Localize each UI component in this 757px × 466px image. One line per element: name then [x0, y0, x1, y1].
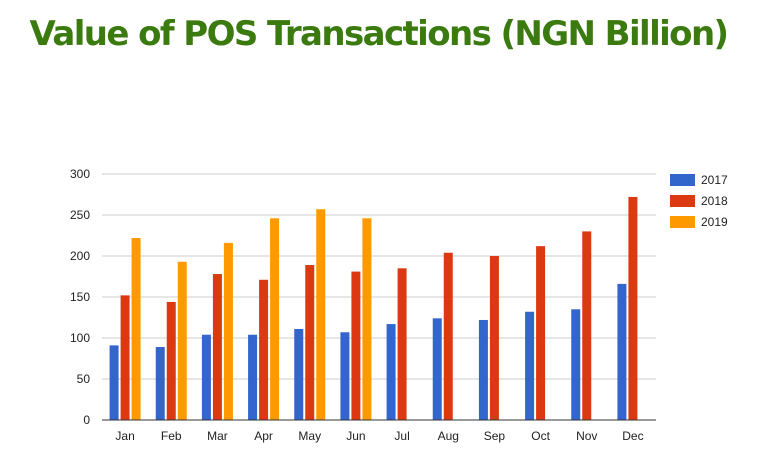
- bar-2018-oct: [536, 246, 546, 420]
- x-tick-label: Jan: [115, 429, 134, 443]
- bar-2017-mar: [201, 334, 211, 420]
- bars: [109, 196, 638, 420]
- bar-2019-jan: [131, 237, 141, 420]
- y-axis-ticks: 0 50 100 150 200 250 300: [70, 167, 90, 427]
- y-tick-label: 100: [70, 331, 90, 345]
- x-tick-label: Mar: [207, 429, 228, 443]
- bar-2017-feb: [155, 347, 165, 420]
- bar-2017-jun: [340, 332, 350, 420]
- chart-title: Value of POS Transactions (NGN Billion): [29, 14, 730, 54]
- bar-2019-mar: [223, 242, 233, 420]
- x-tick-label: Dec: [622, 429, 643, 443]
- x-tick-label: Aug: [438, 429, 459, 443]
- x-tick-label: Jun: [346, 429, 365, 443]
- x-axis-ticks: Jan Feb Mar Apr May Jun Jul Aug Sep Oct Nov Dec: [115, 429, 643, 443]
- x-tick-label: May: [298, 429, 321, 443]
- bar-2017-apr: [248, 334, 258, 420]
- bar-2019-apr: [270, 218, 280, 420]
- y-tick-label: 0: [83, 413, 90, 427]
- y-tick-label: 50: [77, 372, 91, 386]
- bar-2018-jun: [351, 271, 361, 420]
- x-tick-label: Nov: [576, 429, 597, 443]
- legend-swatch-2019: [670, 216, 695, 228]
- legend-swatch-2017: [670, 174, 695, 186]
- bar-2018-jul: [397, 268, 407, 420]
- bar-2017-dec: [617, 283, 627, 420]
- bar-2018-mar: [212, 274, 222, 420]
- y-tick-label: 150: [70, 290, 90, 304]
- bar-2017-nov: [571, 309, 581, 420]
- bar-2018-sep: [489, 256, 499, 420]
- legend-label-2019: 2019: [701, 215, 728, 229]
- x-tick-label: Oct: [531, 429, 550, 443]
- x-tick-label: Sep: [484, 429, 506, 443]
- x-tick-label: Feb: [161, 429, 182, 443]
- bar-2017-oct: [525, 311, 535, 420]
- bar-2018-jan: [120, 295, 130, 420]
- legend-swatch-2018: [670, 195, 695, 207]
- y-tick-label: 200: [70, 249, 90, 263]
- bar-2018-feb: [166, 301, 176, 420]
- legend-label-2017: 2017: [701, 173, 728, 187]
- bar-2019-jun: [362, 218, 372, 420]
- y-tick-label: 300: [70, 167, 90, 181]
- bar-2017-jan: [109, 345, 119, 420]
- bar-2017-jul: [386, 324, 396, 420]
- legend: 2017 2018 2019: [670, 173, 728, 229]
- bar-2017-may: [294, 328, 304, 420]
- gridlines: [102, 173, 656, 380]
- bar-2018-nov: [582, 231, 592, 420]
- bar-2018-may: [305, 265, 315, 420]
- x-tick-label: Jul: [394, 429, 409, 443]
- y-tick-label: 250: [70, 208, 90, 222]
- bar-2017-sep: [478, 319, 488, 420]
- bar-2018-aug: [443, 252, 453, 420]
- bar-2018-dec: [628, 196, 638, 420]
- bar-2019-feb: [177, 261, 187, 420]
- x-tick-label: Apr: [254, 429, 273, 443]
- bar-2019-may: [316, 209, 326, 420]
- bar-2018-apr: [259, 279, 269, 420]
- bar-2017-aug: [432, 318, 442, 420]
- legend-label-2018: 2018: [701, 194, 728, 208]
